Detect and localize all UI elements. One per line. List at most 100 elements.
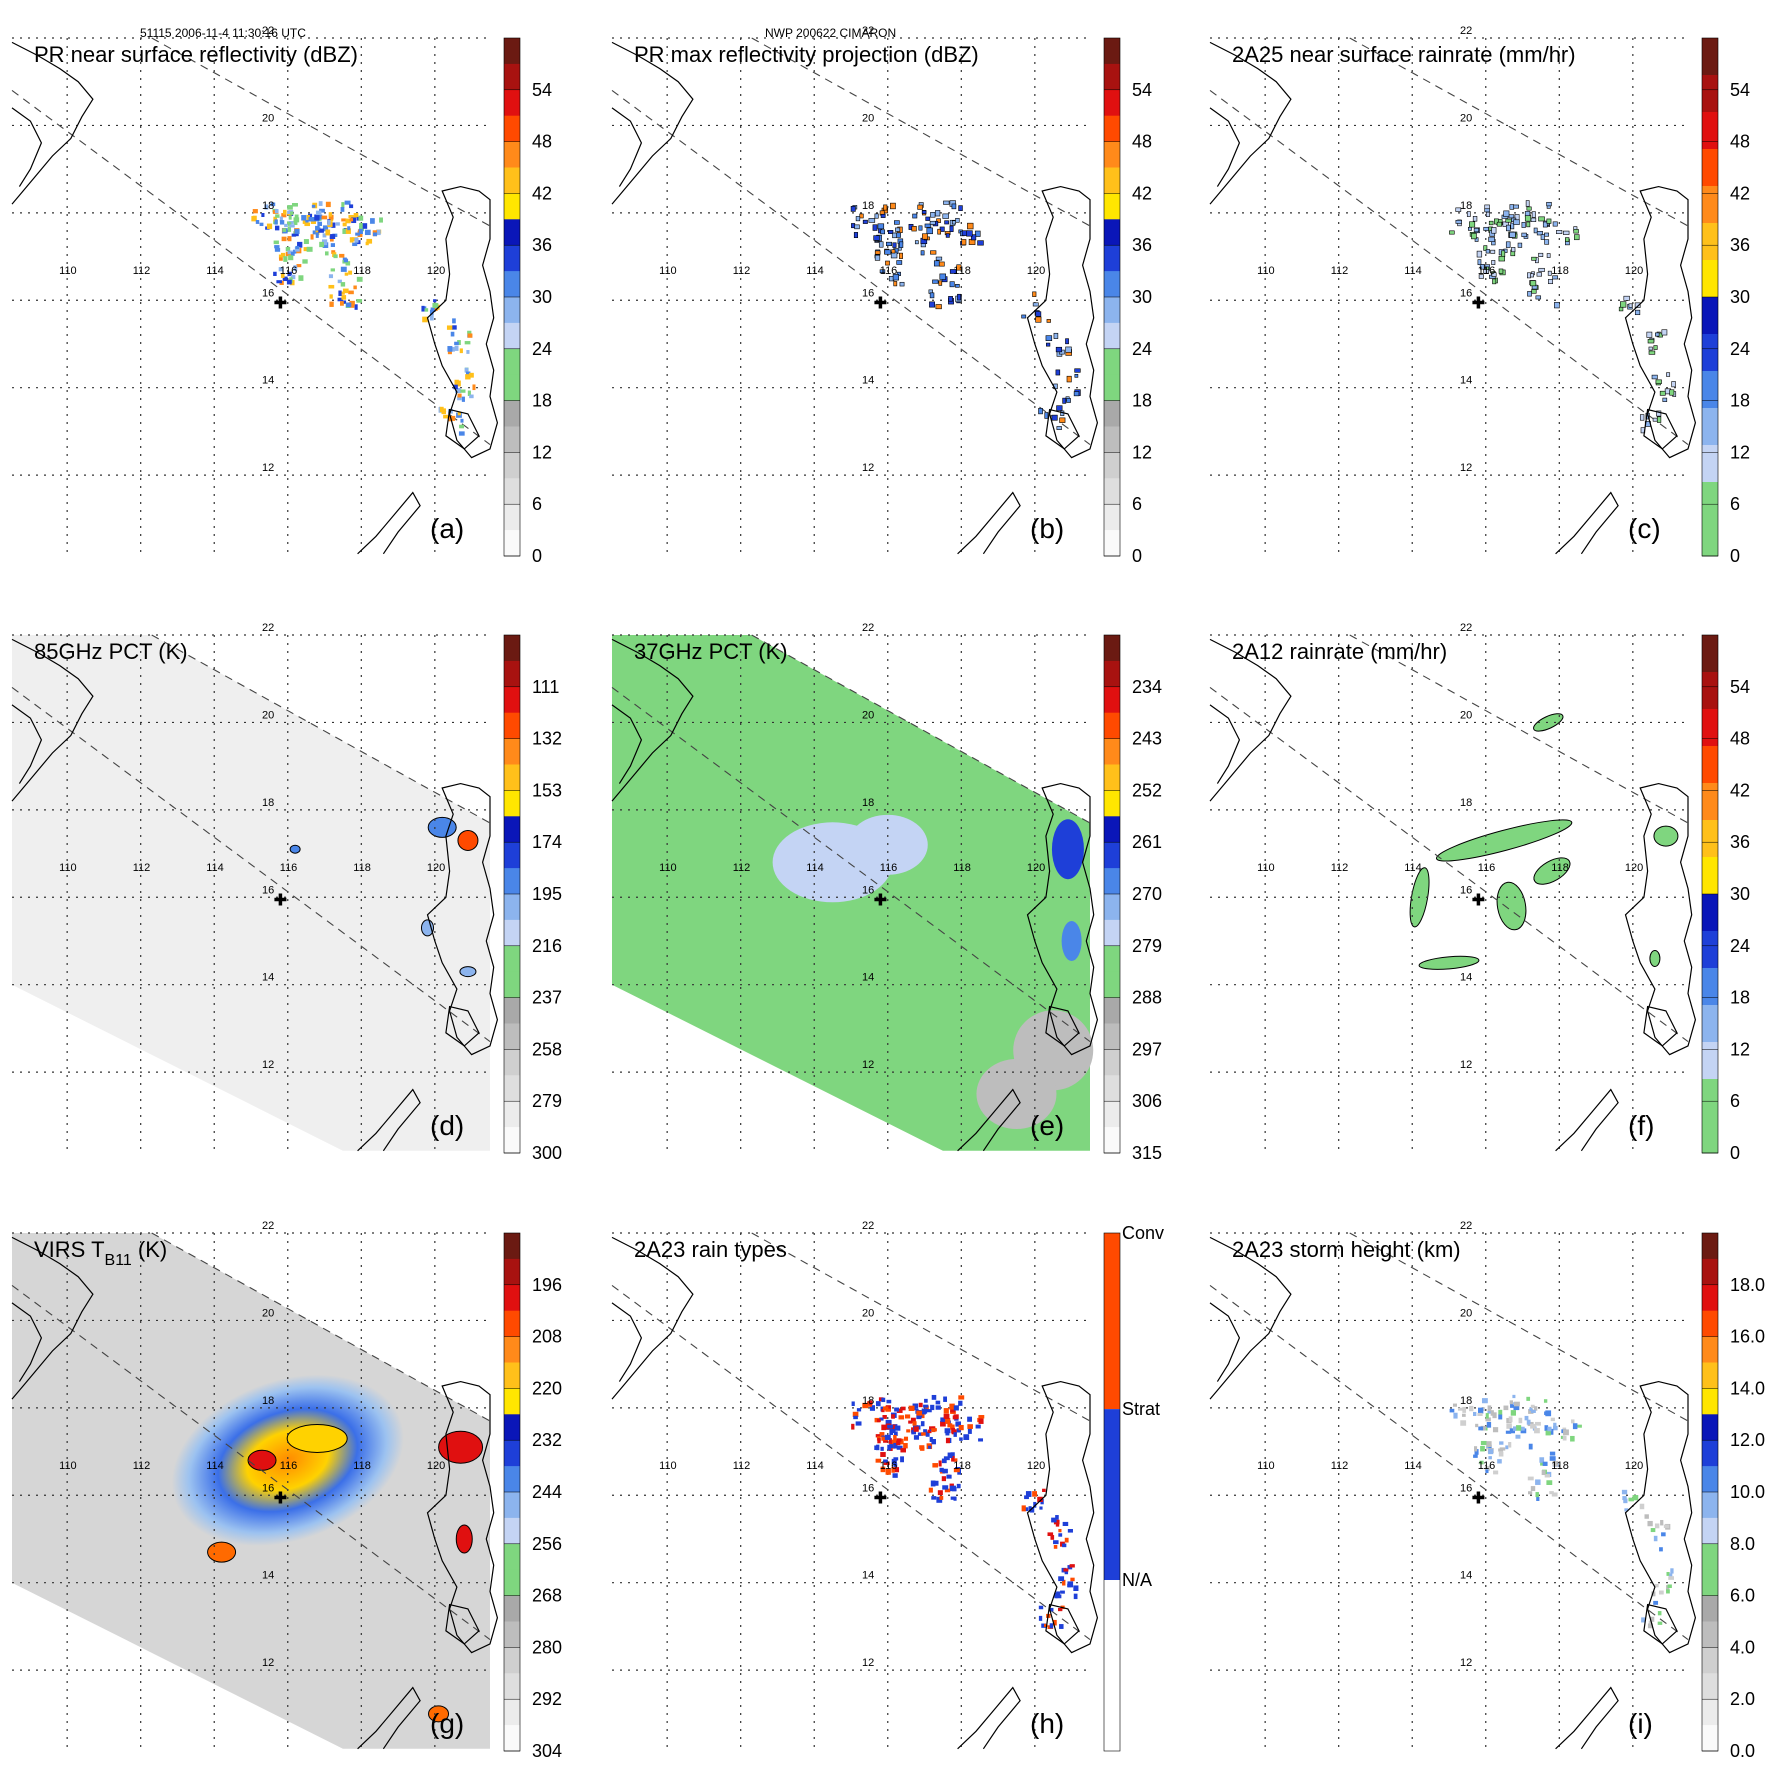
precip-pixel xyxy=(908,1405,915,1411)
storm-center-cross xyxy=(1472,296,1485,309)
latitude-label: 18 xyxy=(262,1395,274,1407)
precip-pixel xyxy=(970,234,977,241)
colorbar-segment xyxy=(504,764,520,791)
precip-pixel xyxy=(1486,1422,1492,1428)
precip-pixel xyxy=(1497,1459,1502,1464)
longitude-label: 118 xyxy=(953,862,971,874)
precip-pixel xyxy=(1033,1501,1037,1508)
precip-pixel xyxy=(932,279,939,284)
precip-pixel xyxy=(328,212,332,217)
longitude-label: 110 xyxy=(659,265,677,277)
precip-pixel xyxy=(1035,316,1042,323)
precip-pixel xyxy=(874,1445,878,1451)
longitude-label: 120 xyxy=(1625,862,1643,874)
precip-pixel xyxy=(1457,1407,1464,1411)
coastline xyxy=(11,638,499,1152)
precip-pixel xyxy=(1488,236,1495,242)
rain-feature xyxy=(438,1430,484,1464)
precip-pixel xyxy=(1449,1408,1455,1413)
precip-pixel xyxy=(282,228,287,232)
precip-pixel xyxy=(1655,332,1660,337)
precip-pixel xyxy=(1483,226,1489,231)
precip-pixel xyxy=(287,271,292,277)
precip-pixel xyxy=(452,325,457,330)
colorbar-tick-label: 6 xyxy=(1730,494,1740,514)
precip-pixel xyxy=(1044,1623,1048,1627)
precip-pixel xyxy=(1476,250,1483,258)
precip-pixel xyxy=(900,1406,906,1411)
precip-pixel xyxy=(1055,1594,1062,1599)
precip-pixel xyxy=(875,1458,882,1463)
precip-pixel xyxy=(1527,272,1531,279)
precip-pixel xyxy=(348,270,353,275)
precip-pixel xyxy=(288,255,294,261)
precip-pixel xyxy=(1023,1507,1029,1512)
latitude-label: 20 xyxy=(262,112,274,124)
precip-pixel xyxy=(1047,1532,1054,1537)
precip-pixel xyxy=(349,300,355,306)
coast-hainan xyxy=(1209,704,1241,784)
colorbar-tick-label: 279 xyxy=(532,1091,562,1111)
precip-pixel xyxy=(1551,1492,1558,1497)
longitude-label: 112 xyxy=(733,1460,751,1472)
precip-pixel xyxy=(943,1456,950,1461)
precip-pixel xyxy=(348,214,354,218)
precip-pixel xyxy=(850,205,856,212)
precip-pixel xyxy=(448,415,453,422)
colorbar-segment xyxy=(504,322,520,350)
precip-pixel xyxy=(1669,389,1675,396)
colorbar-segment xyxy=(1104,1233,1120,1410)
colorbar-tick-label: 216 xyxy=(532,936,562,956)
precip-pixel xyxy=(1525,200,1530,207)
precip-pixel xyxy=(1573,229,1579,234)
precip-pixel xyxy=(891,1439,898,1444)
precip-pixel xyxy=(343,258,349,263)
precip-pixel xyxy=(1032,302,1039,307)
precip-pixel xyxy=(975,1424,981,1429)
coast-china xyxy=(611,1236,694,1400)
precip-pixel xyxy=(465,374,471,380)
precip-pixel xyxy=(935,1405,941,1410)
precip-pixel xyxy=(1647,1623,1653,1629)
precip-pixel xyxy=(1545,1430,1551,1436)
precip-pixel xyxy=(887,1444,892,1451)
precip-pixel xyxy=(1650,1616,1655,1622)
precip-pixel xyxy=(308,217,315,222)
precip-pixel xyxy=(882,1406,889,1411)
precip-pixel xyxy=(919,1445,925,1450)
colorbar-segment xyxy=(504,38,520,65)
precip-pixel xyxy=(274,225,280,231)
precip-pixel xyxy=(342,288,349,294)
panel-e: 110 112 114 116 118 120 22 20 18 16 14 12 37GHz PCT … xyxy=(611,622,1162,1163)
coast-palawan xyxy=(357,1686,421,1750)
precip-pixel xyxy=(1491,272,1497,277)
precip-pixel xyxy=(1662,397,1668,402)
precip-pixel xyxy=(301,215,307,221)
colorbar: 54 48 42 36 30 24 18 12 6 0 xyxy=(503,37,552,566)
latitude-label: 22 xyxy=(862,25,874,37)
panel-title: 2A25 near surface rainrate (mm/hr) xyxy=(1232,42,1576,67)
precip-pixel xyxy=(1547,1426,1552,1432)
precip-pixel xyxy=(892,232,897,239)
colorbar-segment xyxy=(1104,426,1120,453)
colorbar-tick-label: 153 xyxy=(532,780,562,800)
precip-pixel xyxy=(1653,1600,1659,1605)
panel-title: 85GHz PCT (K) xyxy=(34,639,188,664)
precip-pixel xyxy=(329,294,333,299)
longitude-label: 110 xyxy=(59,862,77,874)
latitude-label: 18 xyxy=(862,200,874,212)
precip-pixel xyxy=(276,280,282,284)
precip-pixel xyxy=(1518,1417,1523,1424)
colorbar-segment xyxy=(1104,712,1120,740)
coastline xyxy=(611,41,1099,555)
colorbar-segment xyxy=(1702,75,1718,113)
colorbar-segment xyxy=(1702,371,1718,409)
precip-pixel xyxy=(280,252,286,258)
coast-mindoro xyxy=(445,408,480,450)
colorbar: 111 132 153 174 195 216 237 258 279 300 xyxy=(503,634,562,1163)
colorbar-segment xyxy=(504,1699,520,1726)
colorbar-segment xyxy=(1702,1595,1718,1622)
precip-pixel xyxy=(467,333,473,338)
axis-labels: 110 112 114 116 118 120 22 20 18 16 14 12 xyxy=(1257,1220,1643,1669)
precip-pixel xyxy=(1533,1406,1538,1411)
